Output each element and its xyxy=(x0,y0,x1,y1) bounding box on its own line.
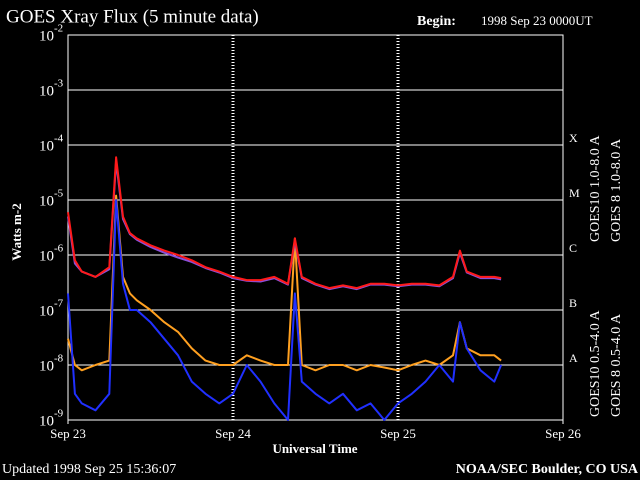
x-tick-label: Sep 23 xyxy=(50,426,86,441)
flare-class-label: C xyxy=(569,241,577,255)
credit-text: NOAA/SEC Boulder, CO USA xyxy=(456,462,639,477)
x-axis-label: Universal Time xyxy=(272,441,357,456)
x-tick-label: Sep 24 xyxy=(215,426,251,441)
y-tick-label: 10 xyxy=(39,28,54,44)
y-tick-exponent: -7 xyxy=(54,298,64,310)
y-tick-exponent: -6 xyxy=(54,243,64,255)
legend-label: GOES10 1.0-8.0 A xyxy=(588,135,603,242)
begin-label: Begin: xyxy=(417,14,456,29)
y-tick-label: 10 xyxy=(39,303,54,319)
series-line xyxy=(67,194,502,372)
x-tick-label: Sep 26 xyxy=(545,426,581,441)
legend-label: GOES 8 1.0-8.0 A xyxy=(609,138,624,242)
chart-title: GOES Xray Flux (5 minute data) xyxy=(6,6,259,27)
legend-label: GOES10 0.5-4.0 A xyxy=(588,310,603,417)
flare-class-label: X xyxy=(569,131,578,145)
y-tick-label: 10 xyxy=(39,138,54,154)
y-tick-exponent: -4 xyxy=(54,133,64,145)
flare-class-label: A xyxy=(569,351,578,365)
begin-value: 1998 Sep 23 0000UT xyxy=(481,13,593,28)
y-tick-exponent: -9 xyxy=(54,408,64,420)
series-line xyxy=(67,199,503,421)
series-line xyxy=(67,156,502,290)
y-tick-label: 10 xyxy=(39,413,54,429)
x-tick-label: Sep 25 xyxy=(380,426,416,441)
y-tick-label: 10 xyxy=(39,248,54,264)
y-tick-exponent: -5 xyxy=(54,188,64,200)
flare-class-label: B xyxy=(569,296,577,310)
y-tick-exponent: -3 xyxy=(54,78,64,90)
y-axis-label: Watts m-2 xyxy=(9,203,24,260)
y-tick-exponent: -2 xyxy=(54,23,63,35)
y-tick-label: 10 xyxy=(39,358,54,374)
y-tick-label: 10 xyxy=(39,83,54,99)
legend-label: GOES 8 0.5-4.0 A xyxy=(609,313,624,417)
y-tick-exponent: -8 xyxy=(54,353,64,365)
updated-text: Updated 1998 Sep 25 15:36:07 xyxy=(2,462,176,477)
y-tick-label: 10 xyxy=(39,193,54,209)
flare-class-label: M xyxy=(569,186,580,200)
